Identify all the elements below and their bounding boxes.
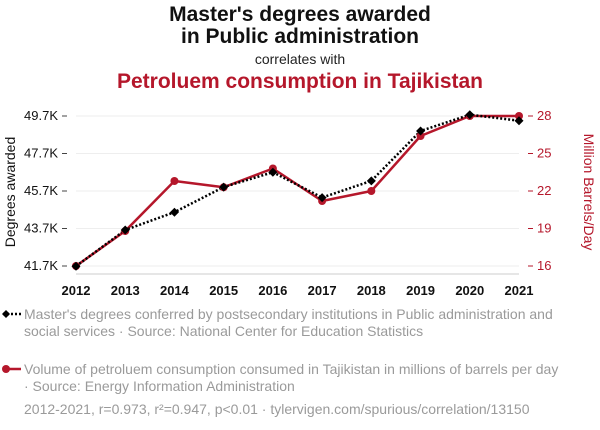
- degrees-point: [416, 126, 426, 136]
- degrees-point: [317, 193, 327, 203]
- chart-subtitle: Petroluem consumption in Tajikistan: [117, 70, 483, 93]
- y-left-axis-label: Degrees awarded: [2, 137, 18, 248]
- chart-title-line-2: in Public administration: [180, 25, 420, 48]
- x-tick-label: 2019: [406, 283, 435, 298]
- degrees-point: [514, 116, 524, 126]
- petroleum-point: [170, 177, 179, 185]
- x-tick-label: 2020: [455, 283, 484, 298]
- x-tick-label: 2015: [209, 283, 238, 298]
- x-tick-label: 2017: [308, 283, 337, 298]
- degrees-point: [120, 225, 130, 235]
- y-right-tick-label: 22: [537, 183, 551, 198]
- y-right-tick-label: 16: [537, 258, 551, 273]
- legend-petroleum-label: Volume of petroluem consumption consumed…: [24, 361, 559, 394]
- y-left-tick-label: 41.7K: [24, 258, 58, 273]
- chart-title-line-1: Master's degrees awarded: [169, 3, 431, 26]
- y-left-tick-label: 47.7K: [24, 146, 58, 161]
- y-left-tick-label: 43.7K: [24, 221, 58, 236]
- y-right-tick-label: 25: [537, 146, 551, 161]
- x-tick-label: 2014: [160, 283, 190, 298]
- legend-degrees-marker-icon: [2, 310, 21, 318]
- petroleum-point: [416, 132, 425, 140]
- chart-connector-text: correlates with: [254, 51, 346, 67]
- petroleum-point: [515, 112, 523, 120]
- series-degrees-line: [75, 113, 520, 268]
- y-right-tick-label: 19: [537, 221, 551, 236]
- legend-degrees-label: Master's degrees conferred by postsecond…: [24, 306, 553, 339]
- y-left-tick-label: 49.7K: [24, 108, 58, 123]
- y-right-tick-label: 28: [537, 108, 551, 123]
- degrees-point: [169, 207, 179, 217]
- x-tick-label: 2013: [111, 283, 140, 298]
- x-tick-label: 2018: [357, 283, 386, 298]
- legend-petroleum-marker-icon: [2, 365, 21, 373]
- y-right-axis-label: Million Barrels/Day: [581, 134, 597, 251]
- degrees-point: [268, 167, 278, 177]
- x-tick-label: 2016: [258, 283, 287, 298]
- petroleum-point: [367, 187, 376, 195]
- degrees-point: [219, 182, 229, 192]
- series-petroleum-line: [75, 114, 519, 268]
- x-tick-label: 2021: [505, 283, 534, 298]
- chart-footer: 2012-2021, r=0.973, r²=0.947, p<0.01 · t…: [24, 401, 530, 417]
- degrees-point: [71, 261, 81, 271]
- degrees-point: [465, 110, 475, 120]
- y-left-tick-label: 45.7K: [24, 183, 58, 198]
- x-tick-label: 2012: [62, 283, 91, 298]
- degrees-point: [366, 176, 376, 186]
